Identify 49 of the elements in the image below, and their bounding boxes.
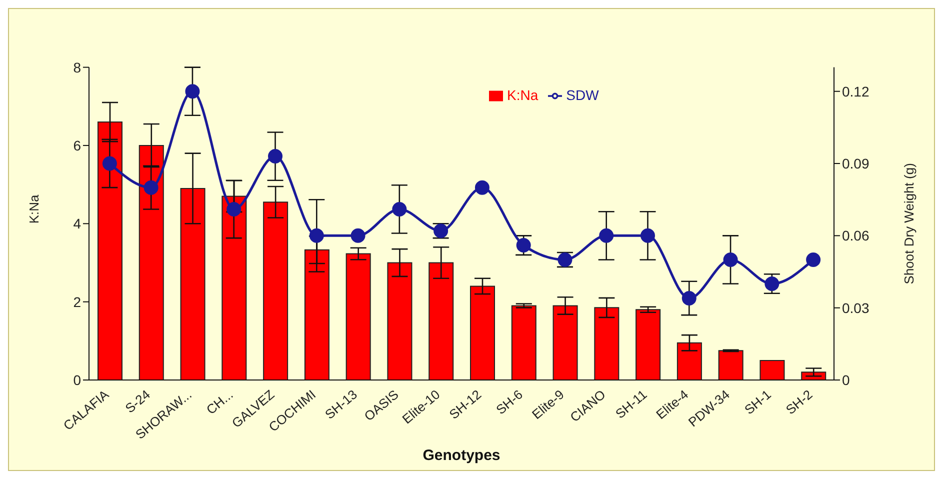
point: [350, 228, 366, 243]
bar: [718, 350, 744, 380]
y-axis-title: K:Na: [26, 194, 42, 224]
y-tick-label: 2: [73, 294, 82, 310]
point: [226, 202, 242, 216]
point: [185, 84, 200, 99]
bar: [594, 307, 620, 380]
bar: [346, 253, 371, 380]
point: [599, 228, 614, 243]
y2-tick-label: 0.09: [842, 155, 870, 172]
point: [806, 252, 821, 267]
point: [102, 156, 117, 171]
bar: [222, 196, 247, 380]
y2-tick-label: 0.12: [842, 83, 870, 100]
bar: [760, 360, 785, 380]
bar: [511, 305, 536, 380]
legend-label: SDW: [566, 87, 599, 103]
point: [474, 180, 490, 195]
bar: [180, 188, 206, 380]
y2-tick-label: 0.03: [842, 300, 870, 316]
y2-tick-label: 0.06: [842, 228, 870, 244]
point: [516, 238, 531, 253]
point: [144, 180, 158, 195]
y2-tick-label: 0: [842, 372, 850, 388]
point: [682, 290, 696, 306]
point: [723, 252, 738, 267]
bar: [138, 144, 164, 380]
y2-axis-title: Shoot Dry Weight (g): [902, 163, 917, 284]
bar: [636, 309, 661, 380]
legend-label: K:Na: [507, 87, 538, 103]
y-tick-label: 0: [73, 372, 82, 388]
bar: [470, 286, 495, 380]
bar: [263, 202, 288, 380]
point: [268, 149, 282, 164]
y-tick-label: 6: [73, 137, 82, 154]
bar: [428, 262, 454, 380]
bar: [304, 249, 330, 380]
bar: [676, 342, 702, 380]
point: [309, 228, 324, 243]
bar: [552, 305, 578, 380]
bar: [98, 122, 122, 380]
point: [764, 276, 780, 292]
x-tick-label: CH...: [203, 386, 236, 418]
x-axis-title: Genotypes: [422, 447, 500, 464]
y-tick-label: 8: [73, 59, 82, 76]
point: [640, 228, 655, 243]
y-tick-label: 4: [73, 216, 82, 232]
bar: [387, 262, 412, 380]
point: [392, 202, 407, 216]
